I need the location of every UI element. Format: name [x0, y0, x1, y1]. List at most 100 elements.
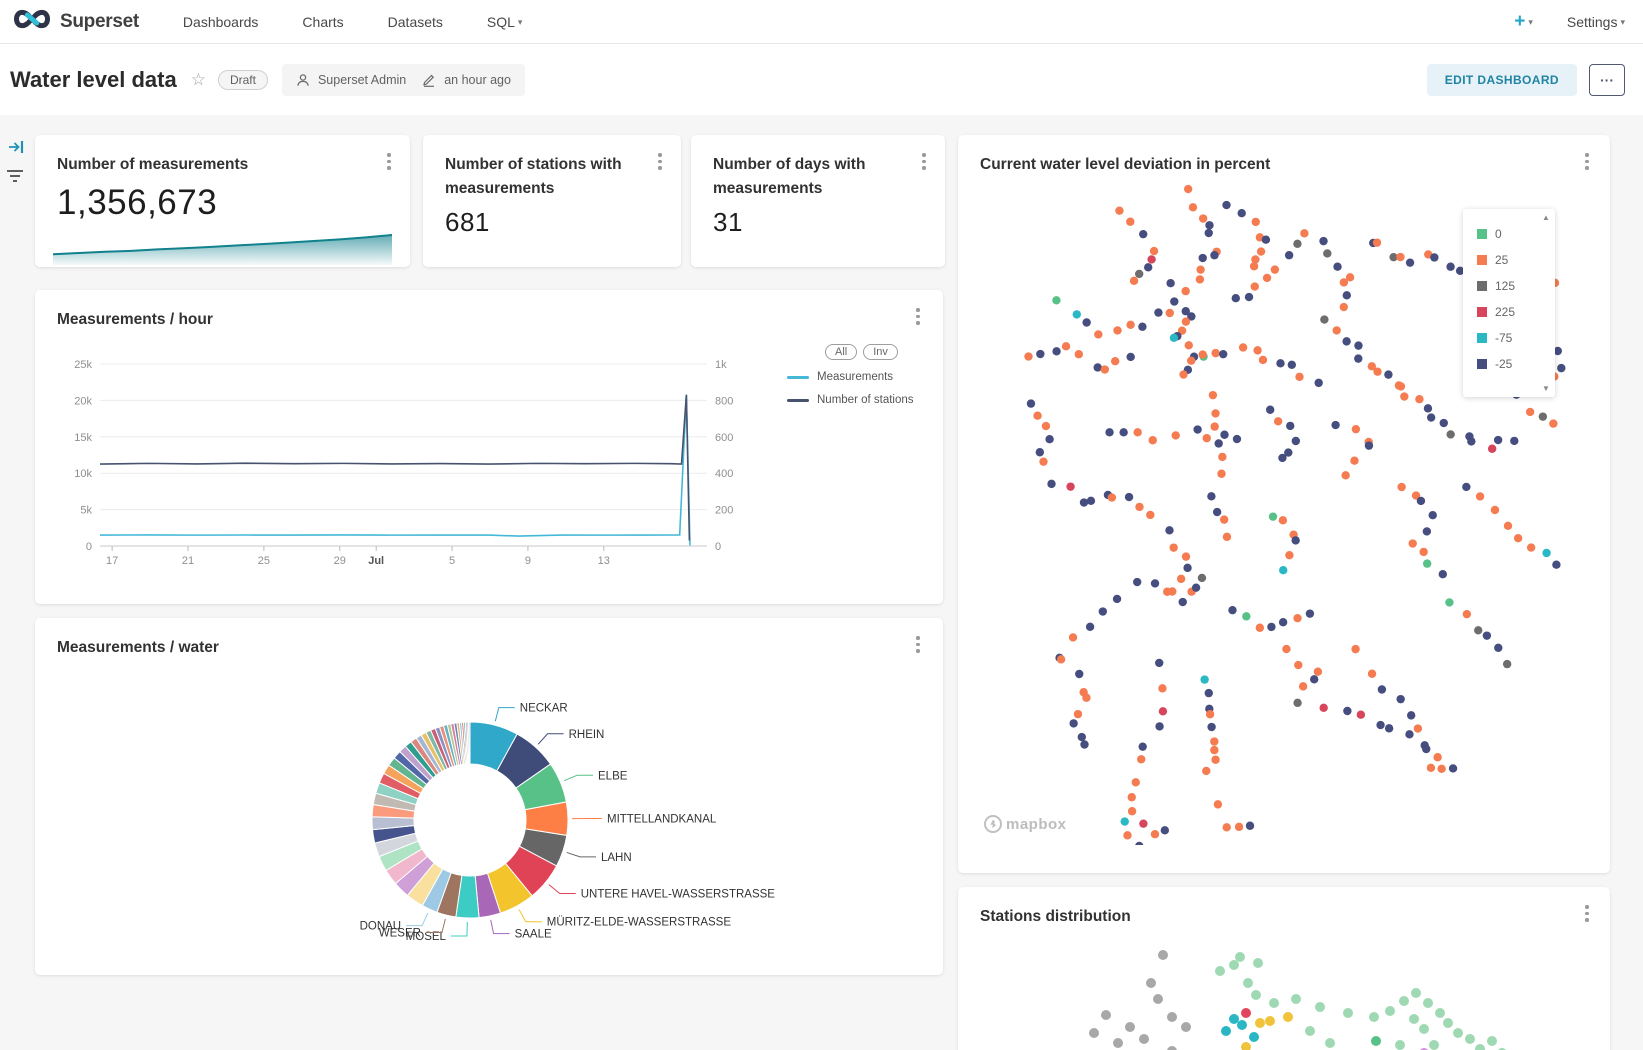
legend-entry[interactable]: Measurements: [787, 371, 937, 383]
map-scatter-chart: [1024, 184, 1566, 845]
map-legend-entry[interactable]: -25: [1477, 351, 1555, 377]
expand-filter-bar-icon[interactable]: [8, 139, 25, 160]
favorite-star-icon[interactable]: ☆: [190, 70, 206, 89]
status-badge: Draft: [217, 70, 268, 90]
superset-logo[interactable]: Superset: [12, 7, 139, 36]
card-number-of-measurements: Number of measurements 1,356,673: [35, 135, 410, 267]
nav-menu: Dashboards Charts Datasets SQL ▾: [183, 14, 523, 30]
svg-text:10k: 10k: [74, 468, 92, 480]
scroll-up-icon[interactable]: ▲: [1542, 213, 1550, 222]
nav-item-charts[interactable]: Charts: [302, 13, 344, 30]
distribution-scatter-chart: [1089, 950, 1506, 1050]
big-number-value: 1,356,673: [57, 183, 218, 222]
card-measurements-per-hour: Measurements / hour 25k 1k 20k 800 15k 600 10k…: [35, 290, 943, 604]
settings-menu[interactable]: Settings ▾: [1566, 13, 1625, 30]
svg-text:SAALE: SAALE: [515, 929, 552, 941]
pencil-icon: [422, 73, 436, 87]
dashboard-meta: Superset Admin an hour ago: [281, 64, 525, 96]
svg-text:13: 13: [598, 555, 610, 567]
svg-text:400: 400: [715, 468, 733, 480]
svg-text:WESER: WESER: [379, 928, 421, 940]
svg-text:5k: 5k: [80, 505, 92, 517]
svg-text:15k: 15k: [74, 432, 92, 444]
map-legend-entry[interactable]: 0: [1477, 221, 1555, 247]
dashboard-header: Water level data ☆ Draft Superset Admin …: [0, 45, 1643, 115]
caret-down-icon: ▾: [517, 16, 523, 27]
svg-text:MÜRITZ-ELDE-WASSERSTRASSE: MÜRITZ-ELDE-WASSERSTRASSE: [547, 917, 732, 929]
map-legend-entry[interactable]: 225: [1477, 299, 1555, 325]
user-icon: [296, 73, 310, 87]
svg-text:800: 800: [715, 395, 733, 407]
svg-text:5: 5: [449, 555, 455, 567]
caret-down-icon: ▾: [1620, 16, 1625, 27]
kebab-menu-icon[interactable]: [911, 308, 925, 328]
svg-text:DONAU: DONAU: [360, 921, 402, 933]
svg-text:20k: 20k: [74, 395, 92, 407]
chart-title: Measurements / hour: [57, 311, 213, 328]
legend-toggle-all[interactable]: All: [825, 344, 858, 360]
svg-text:NECKAR: NECKAR: [520, 703, 568, 715]
scroll-down-icon[interactable]: ▼: [1542, 384, 1550, 393]
brand-name: Superset: [60, 10, 139, 32]
nav-item-datasets[interactable]: Datasets: [387, 13, 443, 30]
chart-title: Current water level deviation in percent: [980, 156, 1271, 173]
big-number-value: 681: [445, 207, 490, 237]
svg-text:LAHN: LAHN: [601, 852, 632, 864]
filter-list-icon[interactable]: [5, 167, 25, 190]
kebab-menu-icon[interactable]: [1580, 153, 1594, 173]
svg-text:MOSEL: MOSEL: [406, 931, 447, 943]
chart-title: Number of measurements: [57, 156, 249, 173]
more-options-button[interactable]: ···: [1589, 64, 1625, 96]
svg-text:25k: 25k: [74, 359, 92, 371]
svg-text:21: 21: [182, 555, 194, 567]
svg-text:17: 17: [106, 555, 118, 567]
chart-legend: All Inv Measurements Number of stations: [787, 344, 937, 406]
legend-toggle-inv[interactable]: Inv: [863, 344, 898, 360]
svg-text:200: 200: [715, 505, 733, 517]
infinity-logo-icon: [12, 7, 52, 36]
trendline-chart: [53, 234, 392, 265]
chart-title: Stations distribution: [980, 908, 1131, 925]
line-chart: 25k 1k 20k 800 15k 600 10k 400 5k 200 0 0 17 21 25 29 Ju…: [74, 359, 733, 567]
chart-title: Number of days with measurements: [713, 156, 866, 198]
nav-item-sql[interactable]: SQL ▾: [486, 13, 523, 30]
owner-name: Superset Admin: [317, 73, 407, 87]
svg-text:UNTERE HAVEL-WASSERSTRASSE: UNTERE HAVEL-WASSERSTRASSE: [581, 889, 776, 901]
svg-text:25: 25: [258, 555, 270, 567]
svg-text:600: 600: [715, 432, 733, 444]
kebab-menu-icon[interactable]: [911, 636, 925, 656]
donut-chart: NECKAR RHEIN ELBE MITTELLANDKANAL LAHN UNTERE…: [360, 703, 776, 943]
svg-text:ELBE: ELBE: [598, 770, 628, 782]
kebab-menu-icon[interactable]: [382, 153, 396, 173]
big-number-value: 31: [713, 207, 743, 237]
top-nav: Superset Dashboards Charts Datasets SQL ▾…: [0, 0, 1643, 44]
map-legend-entry[interactable]: -75: [1477, 325, 1555, 351]
legend-scrollbar[interactable]: ▲ ▼: [1540, 213, 1552, 393]
last-modified: an hour ago: [444, 73, 511, 87]
svg-text:RHEIN: RHEIN: [569, 729, 605, 741]
caret-down-icon: ▾: [1528, 16, 1533, 27]
svg-text:1k: 1k: [715, 359, 727, 371]
svg-text:Jul: Jul: [368, 555, 384, 567]
edit-dashboard-button[interactable]: EDIT DASHBOARD: [1426, 64, 1577, 96]
legend-entry[interactable]: Number of stations: [787, 394, 937, 406]
svg-text:9: 9: [525, 555, 531, 567]
card-number-of-days: Number of days with measurements 31: [691, 135, 945, 267]
mapbox-attribution: mapbox: [984, 815, 1067, 833]
kebab-menu-icon[interactable]: [1580, 905, 1594, 925]
card-water-level-map: Current water level deviation in percent…: [958, 135, 1610, 873]
card-number-of-stations: Number of stations with measurements 681: [423, 135, 681, 267]
svg-text:29: 29: [334, 555, 346, 567]
svg-text:MITTELLANDKANAL: MITTELLANDKANAL: [607, 813, 717, 825]
card-stations-distribution: Stations distribution: [958, 887, 1610, 1050]
kebab-menu-icon[interactable]: [653, 153, 667, 173]
nav-item-dashboards[interactable]: Dashboards: [182, 13, 259, 30]
map-legend-entry[interactable]: 125: [1477, 273, 1555, 299]
svg-text:0: 0: [715, 541, 721, 553]
map-legend-entry[interactable]: 25: [1477, 247, 1555, 273]
new-item-button[interactable]: + ▾: [1514, 10, 1533, 32]
kebab-menu-icon[interactable]: [917, 153, 931, 173]
mapbox-logo-icon: [984, 815, 1002, 833]
page-title: Water level data: [10, 67, 177, 92]
dashboard-content: Number of measurements 1,356,673 Number …: [0, 115, 1643, 1050]
